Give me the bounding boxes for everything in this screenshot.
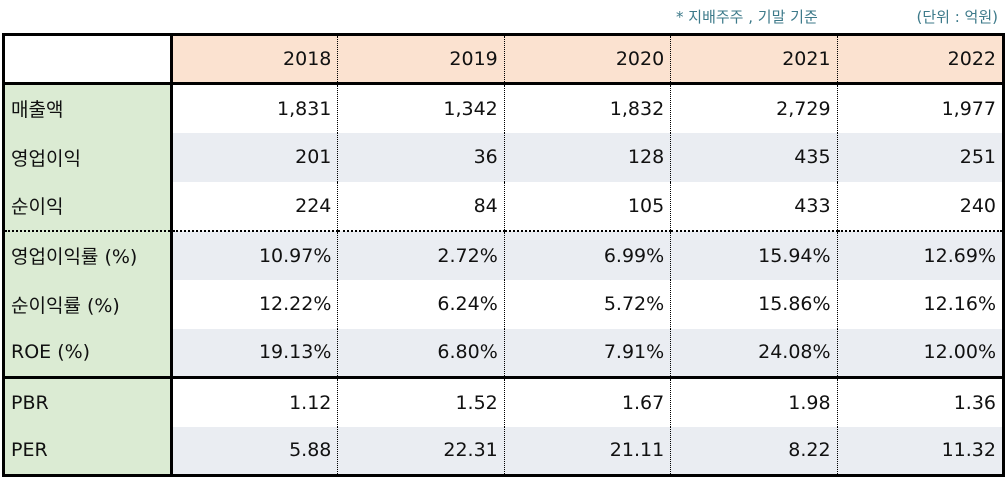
year-header: 2019 — [337, 33, 505, 85]
table-row: PBR 1.12 1.52 1.67 1.98 1.36 — [2, 376, 1006, 427]
table-cell: 1,832 — [504, 82, 672, 133]
table-row: ROE (%) 19.13% 6.80% 7.91% 24.08% 12.00% — [2, 328, 1006, 378]
table-cell: 6.24% — [337, 279, 505, 329]
table-row: 순이익 224 84 105 433 240 — [2, 181, 1006, 232]
table-cell: 1,977 — [837, 82, 1006, 133]
table-cell: 435 — [670, 132, 838, 182]
table-cell: 12.69% — [837, 230, 1006, 280]
table-cell: 6.80% — [337, 328, 505, 378]
row-label: 매출액 — [2, 82, 173, 133]
table-cell: 105 — [504, 181, 672, 232]
table-cell: 12.22% — [171, 279, 339, 329]
year-header: 2021 — [670, 33, 838, 85]
table-cell: 1,342 — [337, 82, 505, 133]
table-cell: 10.97% — [171, 230, 339, 280]
table-cell: 84 — [337, 181, 505, 232]
table-cell: 1.52 — [337, 376, 505, 427]
table-cell: 22.31 — [337, 426, 505, 477]
table-cell: 12.00% — [837, 328, 1006, 378]
table-cell: 24.08% — [670, 328, 838, 378]
financial-table: 2018 2019 2020 2021 2022 매출액 1,831 1,342… — [2, 33, 1006, 477]
table-cell: 224 — [171, 181, 339, 232]
table-row: 순이익률 (%) 12.22% 6.24% 5.72% 15.86% 12.16… — [2, 279, 1006, 329]
table-row: 매출액 1,831 1,342 1,832 2,729 1,977 — [2, 82, 1006, 133]
table-cell: 6.99% — [504, 230, 672, 280]
table-cell: 5.72% — [504, 279, 672, 329]
table-row: 영업이익률 (%) 10.97% 2.72% 6.99% 15.94% 12.6… — [2, 230, 1006, 280]
table-row: 영업이익 201 36 128 435 251 — [2, 132, 1006, 182]
table-cell: 1.98 — [670, 376, 838, 427]
row-label: 순이익률 (%) — [2, 279, 173, 329]
table-cell: 5.88 — [171, 426, 339, 477]
table-notes: * 지배주주 , 기말 기준 (단위 : 억원) — [0, 6, 1008, 30]
table-cell: 1.12 — [171, 376, 339, 427]
table-cell: 1.67 — [504, 376, 672, 427]
table-cell: 19.13% — [171, 328, 339, 378]
corner-cell — [2, 33, 173, 85]
table-cell: 36 — [337, 132, 505, 182]
table-cell: 2.72% — [337, 230, 505, 280]
unit-note: (단위 : 억원) — [916, 8, 999, 26]
header-row: 2018 2019 2020 2021 2022 — [2, 33, 1006, 85]
table-cell: 251 — [837, 132, 1006, 182]
table-cell: 11.32 — [837, 426, 1006, 477]
table-row: PER 5.88 22.31 21.11 8.22 11.32 — [2, 426, 1006, 477]
table-cell: 8.22 — [670, 426, 838, 477]
row-label: PER — [2, 426, 173, 477]
year-header: 2018 — [171, 33, 339, 85]
table-cell: 2,729 — [670, 82, 838, 133]
row-label: PBR — [2, 376, 173, 427]
row-label: ROE (%) — [2, 328, 173, 378]
table-cell: 1,831 — [171, 82, 339, 133]
table-cell: 128 — [504, 132, 672, 182]
table-cell: 12.16% — [837, 279, 1006, 329]
basis-note: * 지배주주 , 기말 기준 — [676, 8, 818, 26]
table-cell: 433 — [670, 181, 838, 232]
table-cell: 15.94% — [670, 230, 838, 280]
year-header: 2022 — [837, 33, 1006, 85]
table-cell: 1.36 — [837, 376, 1006, 427]
table-cell: 15.86% — [670, 279, 838, 329]
year-header: 2020 — [504, 33, 672, 85]
row-label: 영업이익 — [2, 132, 173, 182]
table-cell: 201 — [171, 132, 339, 182]
table-cell: 21.11 — [504, 426, 672, 477]
row-label: 순이익 — [2, 181, 173, 232]
table-cell: 240 — [837, 181, 1006, 232]
table-cell: 7.91% — [504, 328, 672, 378]
row-label: 영업이익률 (%) — [2, 230, 173, 280]
